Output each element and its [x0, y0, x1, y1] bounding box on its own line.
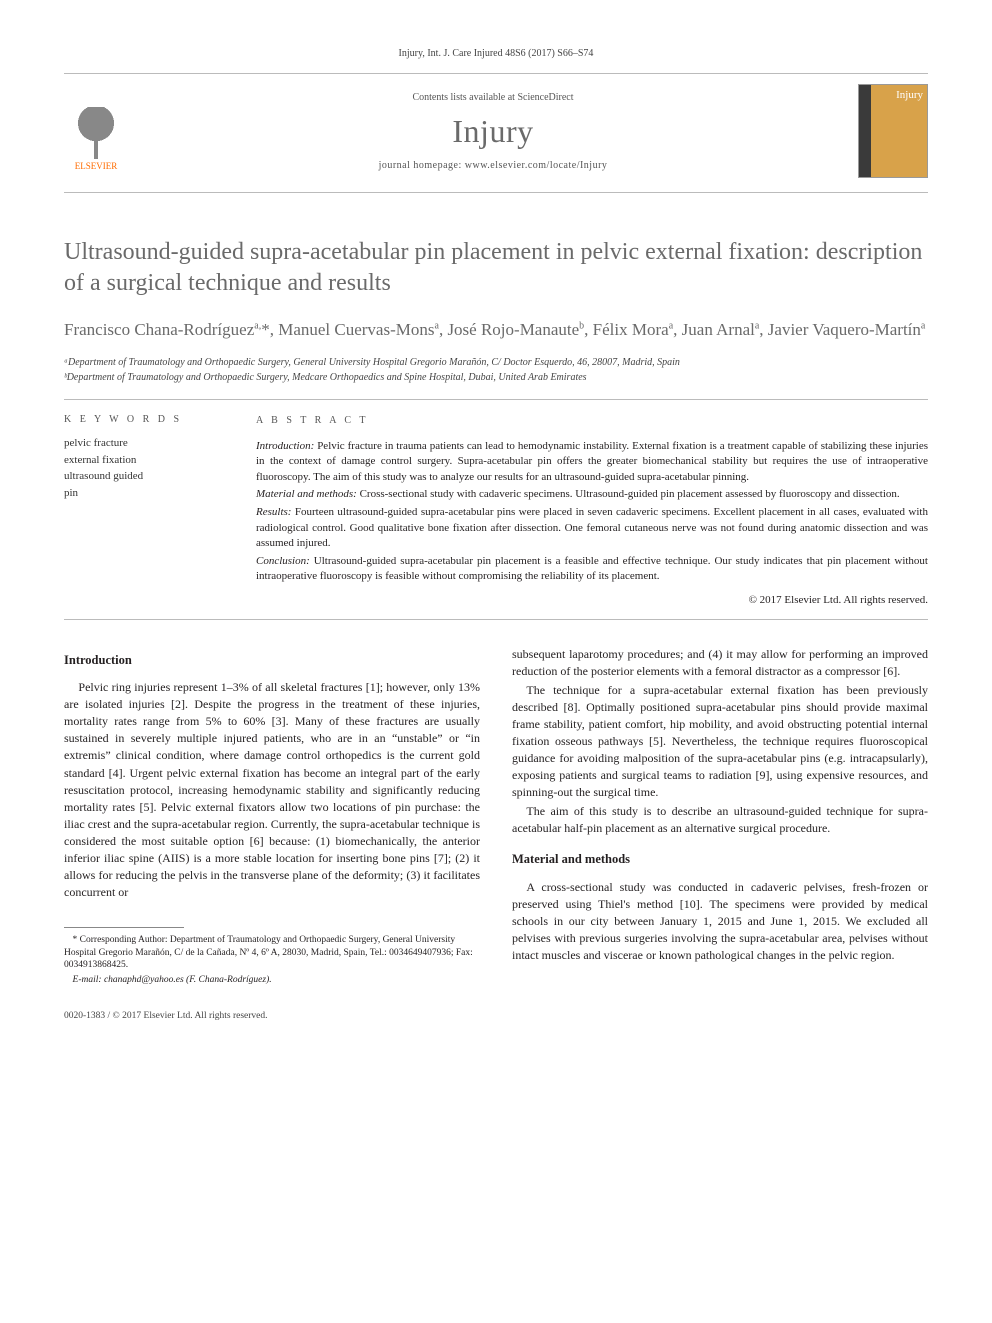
left-column: Introduction Pelvic ring injuries repres… [64, 646, 480, 989]
abstract-label: A B S T R A C T [256, 414, 928, 428]
author-list: Francisco Chana-Rodrígueza,*, Manuel Cue… [64, 316, 928, 345]
corresponding-author-footnote: * Corresponding Author: Department of Tr… [64, 934, 480, 972]
elsevier-tree-icon [72, 107, 120, 161]
running-head: Injury, Int. J. Care Injured 48S6 (2017)… [64, 48, 928, 59]
cover-title: Injury [896, 89, 923, 101]
keyword: pelvic fracture [64, 435, 224, 452]
divider [64, 399, 928, 400]
journal-cover-thumbnail: Injury [858, 84, 928, 178]
divider [64, 619, 928, 620]
article-body: Introduction Pelvic ring injuries repres… [64, 646, 928, 989]
right-column: subsequent laparotomy procedures; and (4… [512, 646, 928, 989]
footnotes: * Corresponding Author: Department of Tr… [64, 934, 480, 987]
keyword: external fixation [64, 452, 224, 469]
keyword: pin [64, 485, 224, 502]
abstract-results: Results: Fourteen ultrasound-guided supr… [256, 505, 928, 552]
article-title: Ultrasound-guided supra-acetabular pin p… [64, 237, 928, 298]
abstract-introduction: Introduction: Pelvic fracture in trauma … [256, 439, 928, 486]
keywords-label: K E Y W O R D S [64, 414, 224, 425]
footnote-rule [64, 927, 184, 928]
journal-masthead: ELSEVIER Contents lists available at Sci… [64, 73, 928, 193]
body-paragraph: Pelvic ring injuries represent 1–3% of a… [64, 679, 480, 900]
journal-name: Injury [128, 113, 858, 150]
keyword: ultrasound guided [64, 468, 224, 485]
abstract-methods: Material and methods: Cross-sectional st… [256, 487, 928, 503]
abstract-conclusion: Conclusion: Ultrasound-guided supra-acet… [256, 554, 928, 585]
email-footnote: E-mail: chanaphd@yahoo.es (F. Chana-Rodr… [64, 974, 480, 987]
body-paragraph: A cross-sectional study was conducted in… [512, 879, 928, 964]
body-paragraph: subsequent laparotomy procedures; and (4… [512, 646, 928, 680]
body-paragraph: The aim of this study is to describe an … [512, 803, 928, 837]
affiliation-b: ᵇDepartment of Traumatology and Orthopae… [64, 370, 928, 385]
body-paragraph: The technique for a supra-acetabular ext… [512, 682, 928, 801]
contents-available-line: Contents lists available at ScienceDirec… [128, 92, 858, 103]
issn-copyright: 0020-1383 / © 2017 Elsevier Ltd. All rig… [64, 1011, 268, 1021]
journal-homepage[interactable]: journal homepage: www.elsevier.com/locat… [128, 160, 858, 171]
elsevier-logo: ELSEVIER [64, 91, 128, 171]
affiliation-a: ᵃDepartment of Traumatology and Orthopae… [64, 355, 928, 370]
affiliations: ᵃDepartment of Traumatology and Orthopae… [64, 355, 928, 385]
abstract-copyright: © 2017 Elsevier Ltd. All rights reserved… [256, 593, 928, 609]
page-footer: 0020-1383 / © 2017 Elsevier Ltd. All rig… [64, 1011, 928, 1021]
publisher-name: ELSEVIER [75, 161, 118, 171]
section-heading-methods: Material and methods [512, 851, 928, 869]
keywords-list: pelvic fracture external fixation ultras… [64, 435, 224, 501]
section-heading-introduction: Introduction [64, 652, 480, 670]
